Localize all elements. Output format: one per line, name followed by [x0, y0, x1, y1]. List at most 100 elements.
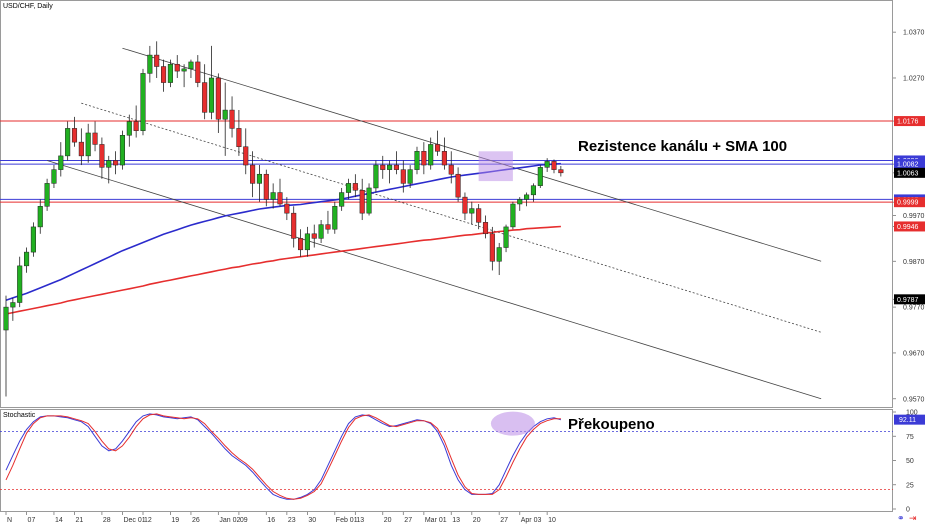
candle-body-75 — [517, 199, 523, 205]
stochastic-tick-label-4: 25 — [906, 482, 914, 489]
price-tag-6 — [894, 221, 925, 232]
candle-body-31 — [215, 77, 221, 120]
candle-body-56 — [387, 164, 393, 170]
candle-body-0 — [3, 306, 9, 331]
candle-body-18 — [126, 121, 132, 136]
candle-body-74 — [510, 203, 516, 228]
price-tag-5 — [894, 197, 925, 208]
candle-body-43 — [298, 238, 304, 251]
price-tag-label-7: 0.9787 — [897, 297, 919, 304]
channel-mid-line — [81, 102, 822, 333]
stochastic-line-1 — [5, 413, 561, 500]
stochastic-tick-label-5: 0 — [906, 507, 910, 514]
date-tick-label-12: 23 — [288, 517, 296, 524]
candle-body-10 — [71, 128, 78, 143]
candle-body-1 — [10, 302, 16, 308]
date-tick-label-19: 13 — [452, 517, 460, 524]
date-tick-label-15: 13 — [356, 517, 364, 524]
candle-body-66 — [455, 173, 461, 198]
candle-body-41 — [284, 203, 290, 214]
price-tag-label-2: 1.0082 — [897, 162, 919, 169]
candle-body-45 — [311, 233, 317, 239]
overbought-highlight — [490, 411, 535, 436]
candle-body-16 — [113, 160, 119, 166]
candle-body-79 — [544, 161, 550, 168]
candle-body-78 — [537, 167, 543, 186]
candle-body-40 — [277, 192, 283, 205]
stochastic-tick-label-2: 75 — [906, 434, 914, 441]
candle-body-55 — [380, 164, 386, 170]
candle-body-33 — [229, 109, 235, 129]
price-tag-label-0: 1.0176 — [897, 119, 919, 126]
price-tag-3 — [894, 167, 925, 178]
candle-body-73 — [503, 226, 509, 248]
candle-body-8 — [58, 155, 64, 170]
price-tags: 1.01761.00961.00821.00630.99970.99990.99… — [894, 116, 925, 305]
date-tick-label-13: 30 — [308, 517, 316, 524]
candlesticks — [3, 41, 564, 397]
date-tick-label-8: 26 — [192, 517, 200, 524]
trend-channel — [46, 47, 822, 400]
overbought-annotation: Překoupeno — [568, 416, 655, 433]
candle-body-70 — [482, 222, 489, 235]
stochastic-value-label: 92.11 — [899, 417, 916, 424]
candle-body-17 — [119, 135, 126, 166]
candle-body-64 — [441, 151, 447, 166]
candle-body-54 — [373, 164, 379, 189]
candle-body-30 — [208, 77, 215, 113]
candle-body-39 — [270, 192, 276, 200]
candle-body-60 — [414, 151, 420, 170]
date-tick-label-14: Feb 01 — [336, 517, 358, 524]
link-icon[interactable]: ⚭ — [897, 514, 905, 524]
candle-body-80 — [551, 161, 557, 170]
date-tick-label-4: 28 — [103, 517, 111, 524]
price-tick-label-6: 0.9970 — [903, 213, 925, 220]
candle-body-72 — [496, 247, 502, 262]
candle-body-7 — [51, 169, 57, 184]
candle-body-48 — [332, 206, 338, 230]
stochastic-lines — [5, 413, 562, 500]
stochastic-value-tag — [894, 414, 925, 425]
date-tick-label-11: 16 — [267, 517, 275, 524]
moving-averages — [5, 162, 561, 315]
price-tick-label-0: 1.0370 — [903, 30, 925, 37]
stochastic-levels — [0, 430, 893, 491]
date-tick-label-17: 27 — [404, 517, 412, 524]
candle-body-57 — [393, 164, 399, 170]
overbought-ellipse — [490, 411, 535, 436]
date-tick-label-5: Dec 01 — [123, 517, 145, 524]
channel-lower-line — [46, 160, 822, 400]
candle-body-53 — [366, 187, 372, 214]
candle-body-71 — [489, 233, 495, 262]
date-tick-label-2: 14 — [55, 517, 63, 524]
date-tick-label-7: 19 — [171, 517, 179, 524]
scroll-to-end-icon[interactable]: ⇥ — [909, 514, 917, 524]
stochastic-line-0 — [5, 413, 562, 500]
candle-body-36 — [250, 164, 256, 184]
stochastic-tick-label-0: 100 — [906, 410, 918, 417]
price-tag-label-6: 0.9946 — [897, 224, 919, 231]
candle-body-50 — [345, 183, 352, 193]
price-tag-7 — [894, 294, 925, 305]
stochastic-panel-frame — [0, 409, 893, 512]
candle-body-14 — [99, 144, 105, 168]
price-tick-label-10: 0.9770 — [903, 305, 925, 312]
candle-body-9 — [65, 128, 71, 157]
candle-body-38 — [263, 173, 269, 200]
candle-body-2 — [17, 265, 23, 303]
stochastic-title: Stochastic — [3, 412, 36, 419]
candle-body-22 — [154, 54, 160, 67]
candle-body-58 — [400, 169, 406, 184]
price-tick-label-1: 1.0270 — [903, 75, 925, 82]
candle-body-81 — [558, 169, 564, 174]
candle-body-29 — [202, 82, 208, 113]
candle-body-37 — [256, 173, 262, 184]
candle-body-61 — [421, 151, 427, 166]
resistance-annotation: Rezistence kanálu + SMA 100 — [578, 138, 787, 155]
date-tick-label-9: Jan 02 — [219, 517, 240, 524]
candle-body-11 — [78, 141, 84, 157]
sma-red-line — [5, 225, 561, 315]
